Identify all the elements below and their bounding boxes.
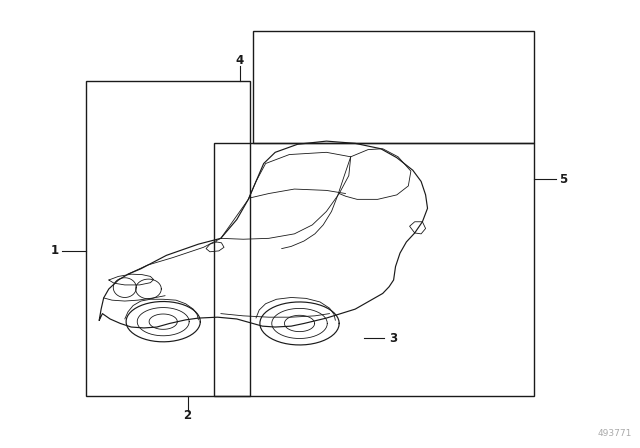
Text: 1: 1	[51, 244, 58, 258]
Text: 5: 5	[559, 172, 567, 186]
Text: 3: 3	[390, 332, 397, 345]
Text: 493771: 493771	[598, 429, 632, 438]
Bar	[253, 31, 534, 143]
Bar	[214, 143, 534, 396]
Text: 4: 4	[236, 54, 244, 67]
Text: 2: 2	[184, 409, 191, 422]
Bar	[86, 81, 250, 396]
